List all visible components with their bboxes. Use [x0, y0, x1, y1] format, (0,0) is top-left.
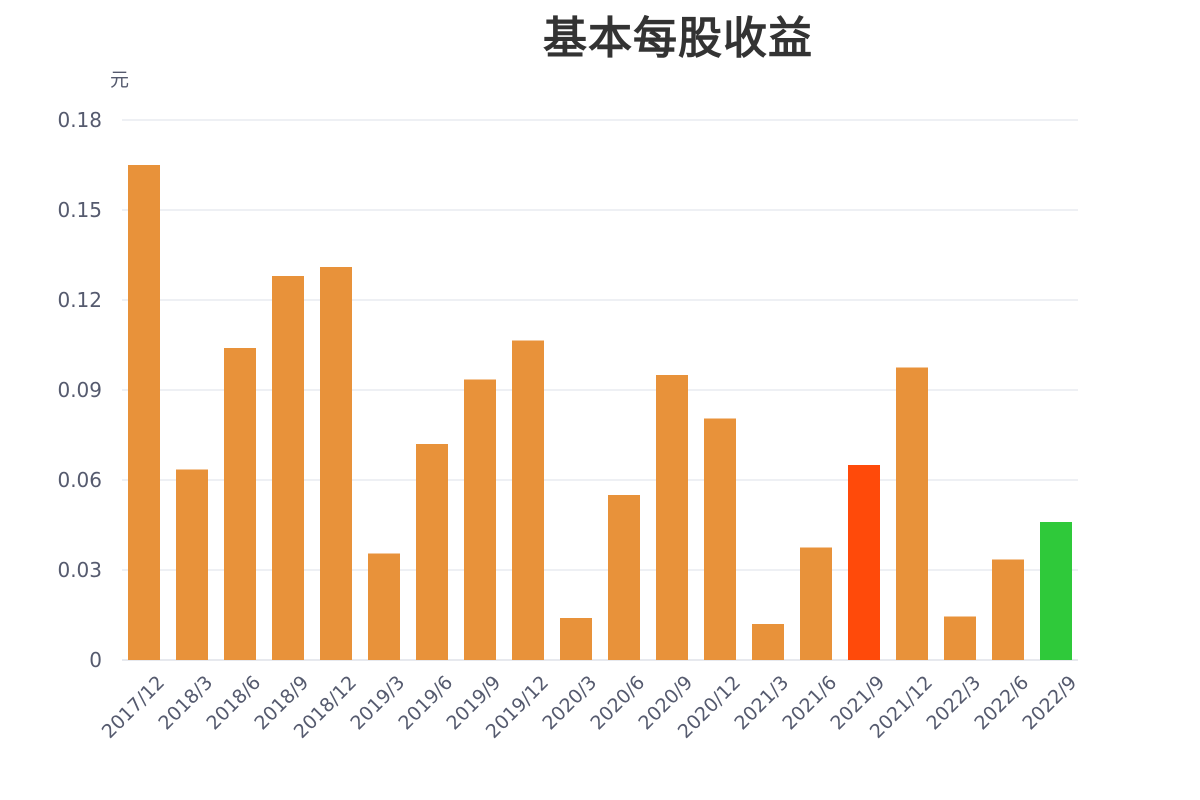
bar-2022-3 — [944, 616, 976, 660]
bars — [128, 165, 1072, 660]
bar-2021-6 — [800, 547, 832, 660]
y-tick-label: 0.03 — [57, 558, 102, 582]
x-tick-label: 2017/12 — [98, 672, 169, 743]
y-tick-label: 0 — [89, 648, 102, 672]
bar-2018-6 — [224, 348, 256, 660]
bar-2020-12 — [704, 418, 736, 660]
x-axis-ticks: 2017/122018/32018/62018/92018/122019/320… — [98, 672, 1081, 743]
bar-2019-6 — [416, 444, 448, 660]
bar-2021-3 — [752, 624, 784, 660]
bar-2021-9 — [848, 465, 880, 660]
y-tick-label: 0.09 — [57, 378, 102, 402]
bar-2019-12 — [512, 340, 544, 660]
bar-2019-9 — [464, 379, 496, 660]
bar-2018-9 — [272, 276, 304, 660]
bar-2022-9 — [1040, 522, 1072, 660]
bar-2020-6 — [608, 495, 640, 660]
y-tick-label: 0.06 — [57, 468, 102, 492]
bar-2017-12 — [128, 165, 160, 660]
bar-2019-3 — [368, 553, 400, 660]
bar-2018-12 — [320, 267, 352, 660]
bar-2022-6 — [992, 559, 1024, 660]
chart-title: 基本每股收益 — [543, 13, 813, 64]
y-tick-label: 0.15 — [57, 198, 102, 222]
bar-2018-3 — [176, 469, 208, 660]
bar-2020-3 — [560, 618, 592, 660]
y-axis-unit-label: 元 — [110, 69, 129, 91]
y-axis-ticks: 0 0.03 0.06 0.09 0.12 0.15 0.18 — [57, 108, 102, 672]
x-tick-label: 2022/9 — [1018, 672, 1081, 735]
y-tick-label: 0.18 — [57, 108, 102, 132]
bar-2020-9 — [656, 375, 688, 660]
y-tick-label: 0.12 — [57, 288, 102, 312]
gridlines — [122, 119, 1078, 661]
bar-2021-12 — [896, 367, 928, 660]
